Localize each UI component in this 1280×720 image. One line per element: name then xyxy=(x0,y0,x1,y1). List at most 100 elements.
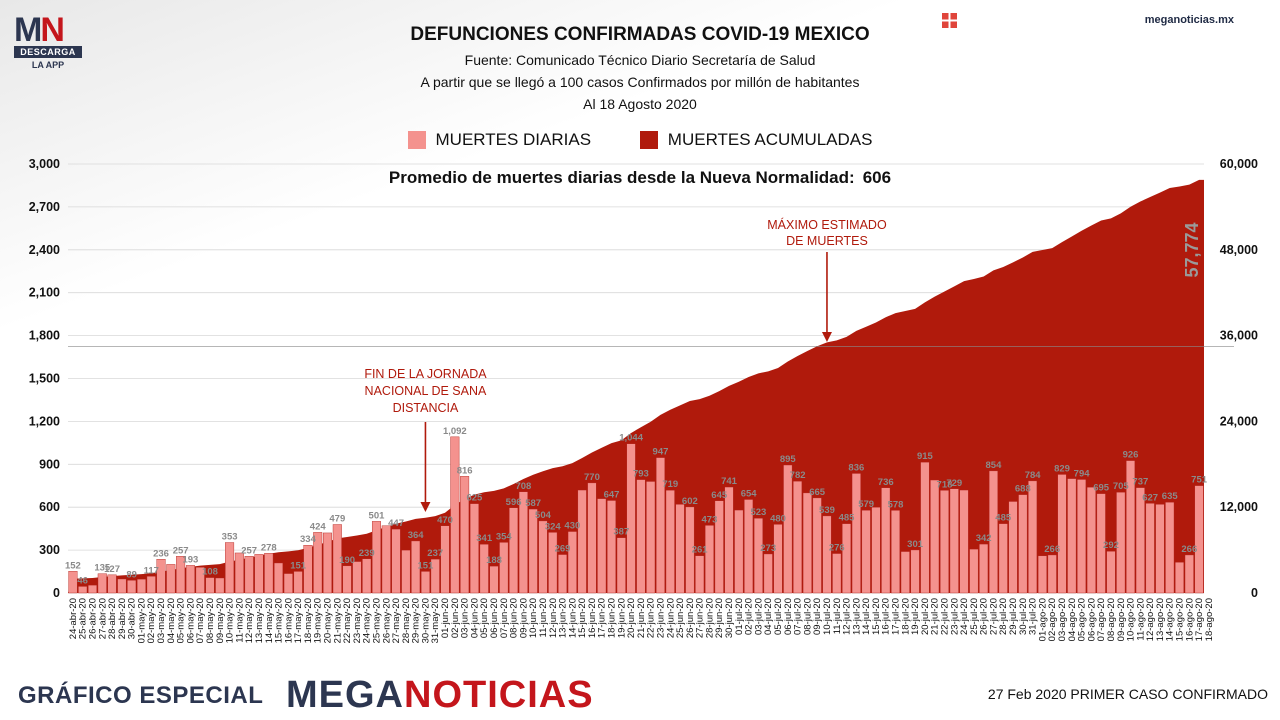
daily-death-bar xyxy=(851,473,861,594)
x-axis-tick: 30-jun-20 xyxy=(724,598,735,638)
daily-death-bar xyxy=(753,518,763,594)
daily-death-bar xyxy=(156,559,166,594)
bar-value-label: 430 xyxy=(564,521,580,532)
average-value: 606 xyxy=(862,168,892,187)
bar-value-label: 836 xyxy=(848,462,864,473)
daily-death-bar xyxy=(264,553,274,594)
daily-death-bar xyxy=(1126,460,1136,594)
x-axis-tick: 06-jul-20 xyxy=(783,598,794,635)
x-axis-tick: 30-jul-20 xyxy=(1018,598,1029,635)
x-axis-tick: 17-jul-20 xyxy=(891,598,902,635)
daily-death-bar xyxy=(685,506,695,594)
bar-value-label: 708 xyxy=(515,481,531,492)
bar-value-label: 89 xyxy=(126,569,137,580)
bar-value-label: 151 xyxy=(290,560,307,571)
daily-death-bar xyxy=(1057,474,1067,594)
x-axis-tick: 14-jun-20 xyxy=(567,598,578,638)
x-axis-tick: 28-jun-20 xyxy=(704,598,715,638)
x-axis-tick: 16-ago-20 xyxy=(1184,598,1195,641)
legend-item-daily: MUERTES DIARIAS xyxy=(407,130,591,150)
bar-value-label: 523 xyxy=(750,507,766,518)
daily-death-bar xyxy=(117,578,127,594)
daily-death-bar xyxy=(969,548,979,594)
bar-value-label: 854 xyxy=(986,460,1003,471)
final-total-label: 57,774 xyxy=(1182,222,1202,277)
bar-value-label: 688 xyxy=(1015,484,1031,495)
daily-death-bar xyxy=(744,499,754,594)
x-axis-tick: 20-may-20 xyxy=(323,598,334,643)
bar-value-label: 473 xyxy=(702,514,718,525)
bar-value-label: 151 xyxy=(418,560,435,571)
left-axis-tick: 2,700 xyxy=(29,200,60,214)
x-axis-tick: 21-jun-20 xyxy=(636,598,647,638)
bar-value-label: 108 xyxy=(202,567,218,578)
daily-death-bar xyxy=(783,464,793,594)
daily-death-bar xyxy=(1175,562,1185,594)
bar-value-label: 152 xyxy=(65,560,81,571)
daily-death-bar xyxy=(607,500,617,594)
footer-brand: MEGANOTICIAS xyxy=(286,674,594,716)
app-logo[interactable]: MN DESCARGA LA APP xyxy=(14,13,82,70)
left-axis-tick: 2,100 xyxy=(29,286,60,300)
average-note: Promedio de muertes diarias desde la Nue… xyxy=(0,168,1280,188)
bar-value-label: 46 xyxy=(77,575,88,586)
x-axis-tick: 13-jun-20 xyxy=(558,598,569,638)
daily-death-bar xyxy=(626,443,636,594)
bar-value-label: 301 xyxy=(907,539,924,550)
x-axis-tick: 06-jun-20 xyxy=(489,598,500,638)
bar-value-label: 782 xyxy=(790,470,806,481)
x-axis-tick: 04-jul-20 xyxy=(763,598,774,635)
bar-value-label: 647 xyxy=(604,489,620,500)
x-axis-tick: 10-jul-20 xyxy=(822,598,833,635)
daily-death-bar xyxy=(891,510,901,594)
daily-death-bar xyxy=(734,509,744,594)
x-axis-tick: 11-may-20 xyxy=(234,598,245,643)
bar-value-label: 269 xyxy=(555,544,571,555)
daily-death-bar xyxy=(509,507,519,594)
bar-value-label: 654 xyxy=(741,488,758,499)
left-axis-tick: 0 xyxy=(53,586,60,600)
daily-death-bar xyxy=(832,553,842,594)
daily-death-bar xyxy=(195,567,205,594)
daily-death-bar xyxy=(793,480,803,594)
daily-death-bar xyxy=(1047,554,1057,594)
daily-death-bar xyxy=(763,553,773,594)
x-axis-tick: 27-jun-20 xyxy=(695,598,706,638)
grid-icon xyxy=(942,13,957,28)
bar-value-label: 539 xyxy=(819,505,835,516)
bar-value-label: 364 xyxy=(408,530,425,541)
right-axis-tick: 24,000 xyxy=(1220,414,1258,428)
bar-value-label: 479 xyxy=(329,514,345,525)
x-axis-tick: 03-may-20 xyxy=(156,598,167,643)
daily-death-bar xyxy=(68,571,78,594)
bar-value-label: 587 xyxy=(525,498,541,509)
daily-death-bar xyxy=(871,507,881,594)
bar-value-label: 729 xyxy=(946,478,962,489)
x-axis-tick: 25-may-20 xyxy=(371,598,382,643)
annotation-end-of-distancing: DISTANCIA xyxy=(393,401,459,415)
left-axis-tick: 1,800 xyxy=(29,329,60,343)
right-axis-tick: 60,000 xyxy=(1220,157,1258,171)
bar-value-label: 117 xyxy=(144,565,159,576)
daily-death-bar xyxy=(430,558,440,594)
bar-value-label: 341 xyxy=(476,533,493,544)
x-axis-tick: 07-jun-20 xyxy=(499,598,510,638)
x-axis-tick: 23-jun-20 xyxy=(655,598,666,638)
bar-value-label: 719 xyxy=(662,479,678,490)
bar-value-label: 1,092 xyxy=(443,426,467,437)
daily-death-bar xyxy=(1165,501,1175,594)
bar-value-label: 334 xyxy=(300,534,317,545)
cumulative-deaths-area xyxy=(68,179,1204,594)
chart-subtitle-date: Al 18 Agosto 2020 xyxy=(583,96,697,112)
daily-death-bar xyxy=(1106,551,1116,594)
daily-death-bar xyxy=(939,490,949,594)
left-axis-tick: 1,500 xyxy=(29,372,60,386)
daily-death-bar xyxy=(332,524,342,594)
bar-value-label: 741 xyxy=(721,476,738,487)
x-axis-tick: 08-may-20 xyxy=(205,598,216,643)
x-axis-tick: 30-abr-20 xyxy=(127,598,138,639)
x-axis-tick: 02-may-20 xyxy=(146,598,157,643)
site-url[interactable]: meganoticias.mx xyxy=(1144,14,1234,26)
x-axis-tick: 03-jun-20 xyxy=(460,598,471,638)
daily-death-bar xyxy=(1184,554,1194,594)
